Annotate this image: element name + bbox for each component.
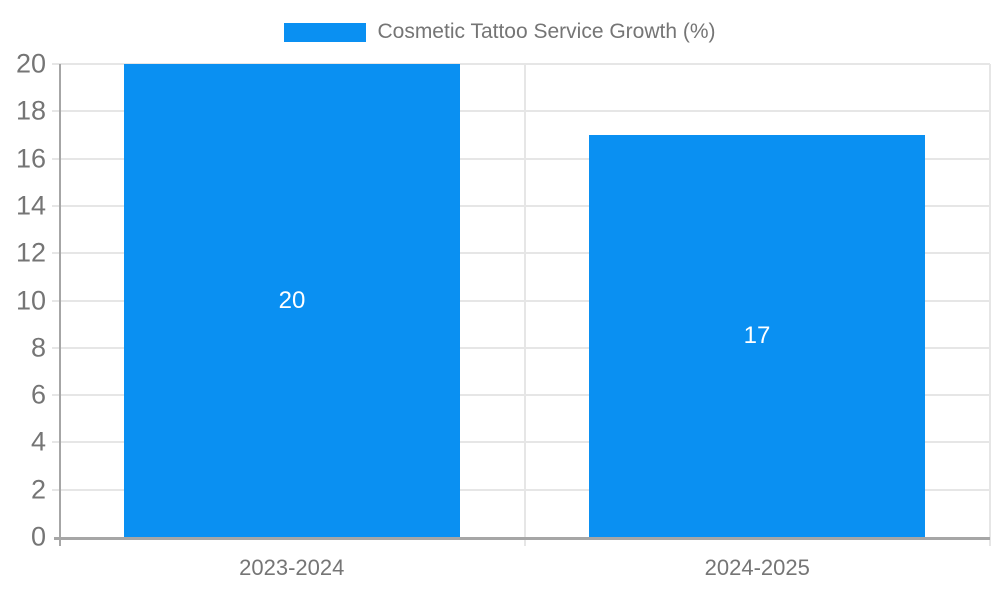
y-axis-line xyxy=(59,64,61,546)
bar-value-label: 17 xyxy=(743,322,771,349)
x-gridline xyxy=(989,64,991,546)
y-gridline xyxy=(52,110,990,113)
y-axis-tick-label: 16 xyxy=(15,143,46,174)
x-gridline xyxy=(523,64,526,546)
y-axis-tick-label: 10 xyxy=(15,285,46,315)
plot-area: 0 2 4 6 8 10 12 14 16 18 20 20 2023-2024 17 2024-2025 xyxy=(16,49,991,580)
y-gridline xyxy=(52,63,990,65)
y-gridline xyxy=(52,394,990,397)
y-gridline xyxy=(52,204,990,207)
y-gridline xyxy=(52,346,990,349)
bar-value-label: 20 xyxy=(278,286,306,314)
y-axis-tick-label: 18 xyxy=(15,95,46,126)
y-gridline xyxy=(52,299,990,302)
y-axis-tick-label: 20 xyxy=(15,48,46,79)
y-axis-tick-label: 8 xyxy=(30,332,46,363)
legend-swatch xyxy=(284,22,367,42)
y-axis-tick-label: 4 xyxy=(30,426,46,457)
y-axis-tick-label: 0 xyxy=(30,521,46,552)
y-gridline xyxy=(52,252,990,255)
y-axis-tick-label: 6 xyxy=(30,379,46,410)
legend-series-label: Cosmetic Tattoo Service Growth (%) xyxy=(377,20,716,43)
x-axis-tick-label: 2023-2024 xyxy=(239,555,345,580)
y-axis-tick-label: 14 xyxy=(15,190,46,221)
x-axis-line xyxy=(54,537,990,540)
chart-legend: Cosmetic Tattoo Service Growth (%) xyxy=(0,15,1000,49)
y-axis-tick-label: 12 xyxy=(15,237,46,268)
bar-2024-2025[interactable]: 17 xyxy=(589,135,925,537)
y-gridline xyxy=(52,488,990,491)
y-axis-tick-label: 2 xyxy=(30,474,46,505)
x-axis-tick-label: 2024-2025 xyxy=(704,555,810,580)
y-gridline xyxy=(52,157,990,160)
bar-2023-2024[interactable]: 20 xyxy=(124,64,460,537)
y-gridline xyxy=(52,441,990,444)
